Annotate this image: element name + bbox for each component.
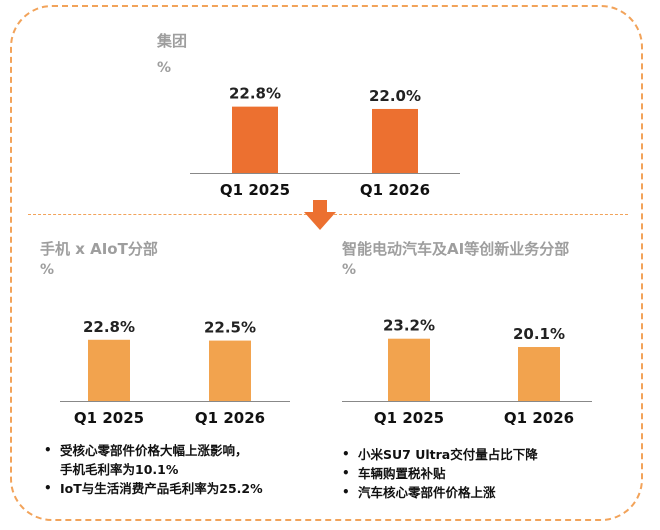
- ev-title: 智能电动汽车及AI等创新业务分部: [342, 240, 570, 258]
- category-label: Q1 2025: [220, 181, 290, 199]
- list-item: • 小米SU7 Ultra交付量占比下降: [342, 447, 538, 462]
- bar-value-label: 22.0%: [369, 87, 421, 105]
- bar: [209, 340, 251, 401]
- note-text: 手机毛利率为10.1%: [60, 462, 179, 477]
- list-item: • 汽车核心零部件价格上涨: [342, 485, 496, 500]
- category-label: Q1 2025: [374, 409, 444, 427]
- group-unit: %: [157, 60, 172, 76]
- phone-aiot-unit: %: [40, 262, 55, 278]
- bar: [232, 106, 278, 173]
- bar-value-label: 22.5%: [204, 319, 256, 337]
- ev-unit: %: [342, 262, 357, 278]
- list-item: • 受核心零部件价格大幅上涨影响，: [44, 443, 248, 458]
- group-title: 集团: [157, 32, 188, 50]
- bar: [88, 339, 130, 401]
- bar-value-label: 23.2%: [383, 317, 435, 335]
- note-text: 受核心零部件价格大幅上涨影响，: [60, 443, 248, 458]
- bar-value-label: 22.8%: [229, 85, 281, 103]
- ev-notes: • 小米SU7 Ultra交付量占比下降 • 车辆购置税补贴 • 汽车核心零部件价格上…: [338, 445, 538, 502]
- group-margin-chart: 22.8% Q1 2025 22.0% Q1 2026: [190, 85, 460, 199]
- phone-aiot-notes: • 受核心零部件价格大幅上涨影响， 手机毛利率为10.1% • IoT与生活消费产品…: [40, 441, 263, 498]
- note-text: 小米SU7 Ultra交付量占比下降: [358, 447, 538, 462]
- category-label: Q1 2026: [360, 181, 430, 199]
- down-arrow-icon: [304, 200, 336, 230]
- note-text: 汽车核心零部件价格上涨: [358, 485, 496, 500]
- list-item: • IoT与生活消费产品毛利率为25.2%: [44, 481, 263, 496]
- bar-value-label: 22.8%: [83, 318, 135, 336]
- note-text: 车辆购置税补贴: [358, 466, 446, 481]
- bar-value-label: 20.1%: [513, 325, 565, 343]
- ev-margin-chart: 23.2% Q1 2025 20.1% Q1 2026: [342, 317, 592, 427]
- bar: [388, 338, 430, 401]
- category-label: Q1 2025: [74, 409, 144, 427]
- phone-aiot-title: 手机 x AIoT分部: [40, 240, 158, 258]
- note-text: IoT与生活消费产品毛利率为25.2%: [60, 481, 263, 496]
- category-label: Q1 2026: [504, 409, 574, 427]
- outer-dashed-frame: [10, 5, 643, 521]
- bar: [372, 108, 418, 173]
- phone-aiot-margin-chart: 22.8% Q1 2025 22.5% Q1 2026: [60, 318, 290, 427]
- list-item: 手机毛利率为10.1%: [40, 460, 263, 479]
- category-label: Q1 2026: [195, 409, 265, 427]
- bar: [518, 347, 560, 401]
- list-item: • 车辆购置税补贴: [342, 466, 446, 481]
